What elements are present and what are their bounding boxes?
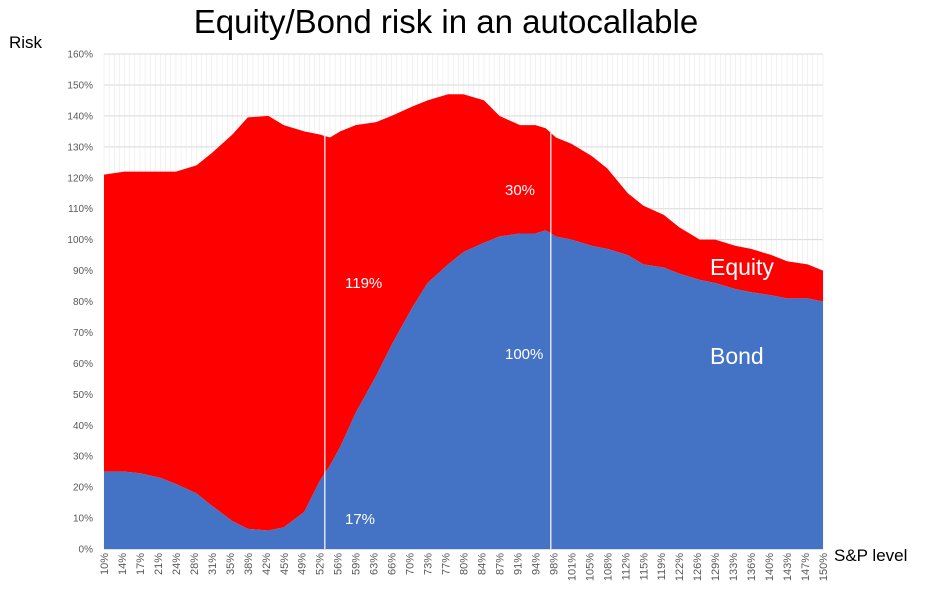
x-tick-label: 136% [746, 553, 758, 581]
y-tick-label: 130% [67, 142, 93, 153]
x-tick-label: 59% [351, 553, 363, 575]
x-tick-label: 84% [476, 553, 488, 575]
annotation-bond-high: 100% [505, 346, 543, 363]
reference-lines [324, 132, 552, 549]
x-tick-label: 87% [494, 553, 506, 575]
x-tick-label: 80% [459, 553, 471, 575]
x-tick-labels: 10% 14% 17% 21% 24% 28% 31% 35% 38% 42% 45% 49% 52% 5… [99, 553, 830, 581]
x-tick-label: 38% [243, 553, 255, 575]
x-tick-label: 133% [728, 553, 740, 581]
y-tick-label: 110% [68, 204, 93, 215]
y-tick-label: 60% [73, 359, 93, 370]
bond-area [104, 230, 823, 549]
x-tick-label: 21% [153, 553, 165, 575]
x-tick-label: 77% [441, 553, 453, 575]
y-tick-label: 10% [73, 514, 93, 525]
y-tick-label: 20% [73, 483, 93, 494]
x-tick-label: 112% [620, 553, 632, 581]
x-tick-label: 115% [638, 553, 650, 581]
x-tick-label: 98% [548, 553, 560, 575]
x-tick-label: 17% [135, 553, 147, 575]
y-tick-label: 160% [67, 50, 93, 61]
x-tick-label: 140% [764, 553, 776, 581]
x-tick-label: 91% [512, 553, 524, 575]
x-tick-label: 52% [315, 553, 327, 575]
x-tick-label: 105% [584, 553, 596, 581]
x-tick-label: 147% [800, 553, 812, 581]
y-tick-label: 150% [67, 80, 93, 91]
x-tick-label: 10% [99, 553, 111, 575]
y-tick-label: 40% [73, 421, 93, 432]
y-tick-label: 100% [67, 235, 93, 246]
y-tick-label: 120% [67, 173, 93, 184]
annotation-equity-low: 119% [345, 275, 382, 292]
x-tick-label: 126% [692, 553, 704, 581]
x-tick-label: 150% [818, 553, 830, 581]
x-tick-label: 129% [710, 553, 722, 581]
y-tick-label: 80% [73, 297, 93, 308]
annotation-bond-low: 17% [345, 511, 375, 528]
x-tick-label: 45% [279, 553, 291, 575]
x-tick-label: 63% [369, 553, 381, 575]
y-axis-label: Risk [9, 33, 43, 52]
y-tick-label: 30% [73, 452, 93, 463]
y-tick-label: 50% [73, 390, 93, 401]
x-tick-label: 49% [297, 553, 309, 575]
x-tick-label: 56% [333, 553, 345, 575]
x-tick-label: 122% [674, 553, 686, 581]
y-tick-labels: 0% 10% 20% 30% 40% 50% 60% 70% 80% 90% 100% 110% 120… [67, 50, 93, 556]
x-tick-label: 143% [782, 553, 794, 581]
x-tick-label: 28% [189, 553, 201, 575]
series-label-bond: Bond [710, 343, 764, 369]
x-tick-label: 66% [387, 553, 399, 575]
equity-area [104, 94, 823, 531]
x-tick-label: 108% [602, 553, 614, 581]
x-tick-label: 119% [656, 553, 668, 581]
x-tick-label: 94% [530, 553, 542, 575]
x-tick-label: 14% [117, 553, 129, 575]
x-tick-label: 42% [261, 553, 273, 575]
x-tick-label: 101% [566, 553, 578, 581]
x-tick-label: 35% [225, 553, 237, 575]
area-series [104, 94, 823, 549]
y-tick-label: 90% [73, 266, 93, 277]
x-tick-label: 73% [423, 553, 435, 575]
series-label-equity: Equity [710, 254, 774, 280]
x-tick-label: 31% [207, 553, 219, 575]
y-tick-label: 140% [67, 111, 93, 122]
x-tick-label: 24% [171, 553, 183, 575]
x-axis-label: S&P level [834, 546, 907, 565]
chart-title: Equity/Bond risk in an autocallable [194, 3, 698, 40]
annotation-equity-high: 30% [505, 182, 535, 199]
y-tick-label: 70% [73, 328, 93, 339]
x-tick-label: 70% [405, 553, 417, 575]
y-tick-label: 0% [79, 545, 94, 556]
